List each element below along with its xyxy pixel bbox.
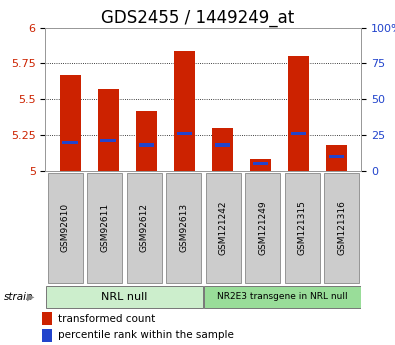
Bar [177,132,192,135]
Text: strain: strain [4,292,34,302]
Bar [291,132,307,135]
Bar [42,312,53,325]
FancyBboxPatch shape [166,173,201,284]
Text: GSM92612: GSM92612 [140,203,149,252]
FancyBboxPatch shape [285,173,320,284]
FancyBboxPatch shape [127,173,162,284]
Bar [62,140,78,144]
Bar [288,56,309,171]
Bar [100,139,116,142]
FancyBboxPatch shape [324,173,359,284]
Bar [214,144,230,147]
Bar [326,145,347,171]
FancyBboxPatch shape [245,173,280,284]
Text: NRL null: NRL null [101,292,148,302]
Text: GSM121249: GSM121249 [258,200,267,255]
Bar [212,128,233,171]
Text: GSM92613: GSM92613 [179,203,188,252]
Text: GSM92611: GSM92611 [100,203,109,252]
Bar [174,50,195,171]
Text: GSM121316: GSM121316 [337,200,346,255]
Text: GSM121315: GSM121315 [298,200,307,255]
Bar [42,328,53,342]
Text: percentile rank within the sample: percentile rank within the sample [58,330,233,340]
Text: transformed count: transformed count [58,314,155,324]
FancyBboxPatch shape [48,173,83,284]
Text: GDS2455 / 1449249_at: GDS2455 / 1449249_at [101,9,294,27]
Bar [136,111,157,171]
Text: GSM121242: GSM121242 [219,200,228,255]
Bar [253,162,268,165]
FancyBboxPatch shape [204,286,361,308]
Text: GSM92610: GSM92610 [61,203,70,252]
FancyBboxPatch shape [46,286,203,308]
Bar [139,144,154,147]
Bar [329,155,344,158]
Bar [250,159,271,171]
FancyBboxPatch shape [87,173,122,284]
Text: ▶: ▶ [27,292,34,302]
FancyBboxPatch shape [206,173,241,284]
Bar [60,75,81,171]
Bar [98,89,119,171]
Text: NR2E3 transgene in NRL null: NR2E3 transgene in NRL null [217,292,348,301]
